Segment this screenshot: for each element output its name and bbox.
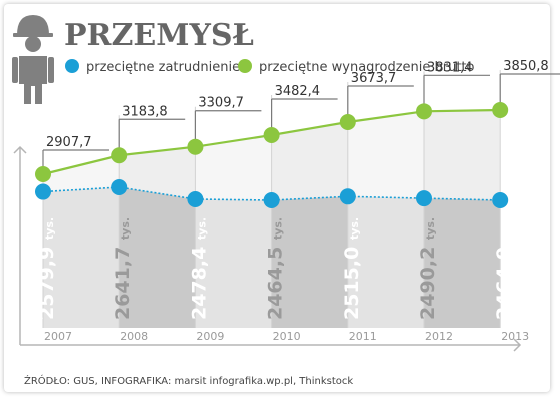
unit-label: tys. — [272, 217, 285, 240]
band-upper-2011 — [347, 111, 424, 199]
wages-point-2007 — [35, 166, 51, 182]
year-label-2011: 2011 — [349, 330, 377, 343]
wages-point-2012 — [416, 103, 432, 120]
band-lower-2010 — [271, 196, 348, 328]
wage-callout-2009: 3309,7 — [194, 96, 262, 147]
band-upper-2008 — [119, 146, 196, 199]
band-upper-2010 — [271, 122, 348, 200]
band-upper-2007 — [43, 155, 120, 192]
series-points — [35, 102, 509, 208]
axes — [13, 145, 522, 352]
employment-point-2007 — [35, 183, 51, 200]
year-bands — [42, 70, 501, 328]
year-labels: 2007 2008 2009 2010 2011 2012 2013 — [44, 330, 529, 343]
wage-value-label: 3482,4 — [275, 84, 321, 99]
wage-value-label: 3850,8 — [503, 59, 549, 74]
unit-label: tys. — [424, 217, 437, 240]
unit-label: tys. — [500, 217, 513, 240]
year-label-2012: 2012 — [425, 330, 453, 343]
unit-label: tys. — [348, 217, 361, 240]
wages-point-2013 — [492, 102, 509, 118]
y-axis-arrow — [13, 145, 27, 154]
x-axis-arrow — [513, 338, 522, 352]
employment-value-label-2008: 2641,7 tys. — [112, 217, 134, 320]
band-lower-2007 — [43, 187, 120, 328]
wage-value-label: 3673,7 — [351, 71, 397, 86]
wage-value-label: 3183,8 — [122, 104, 168, 119]
employment-value-label-2009: 2478,4 tys. — [188, 217, 210, 320]
worker-body — [19, 56, 47, 104]
band-lower-2009 — [195, 198, 272, 328]
band-upper-2009 — [195, 135, 272, 200]
legend: przeciętne zatrudnienie przeciętne wynag… — [65, 59, 475, 75]
band-upper-2012 — [424, 110, 501, 200]
page-title: PRZEMYSŁ — [64, 18, 254, 53]
year-label-2007: 2007 — [44, 330, 72, 343]
wages-point-2011 — [339, 114, 356, 131]
wages-point-2010 — [263, 127, 280, 144]
band-lower-2008 — [119, 187, 196, 328]
band-lower-2012 — [424, 198, 501, 328]
wage-callout-2010: 3482,4 — [271, 84, 338, 136]
year-label-2013: 2013 — [501, 330, 529, 343]
year-label-2009: 2009 — [196, 330, 224, 343]
employment-value-label-2012: 2490,2 tys. — [417, 217, 439, 320]
employment-value-label-2010: 2464,5 tys. — [265, 217, 287, 320]
unit-label: tys. — [195, 217, 208, 240]
legend-employment-marker — [65, 59, 79, 73]
employment-value-label-2011: 2515,0 tys. — [341, 217, 363, 320]
employment-value-label-2013: 2464,9 tys. — [493, 217, 515, 320]
wages-point-2008 — [111, 147, 128, 164]
unit-label: tys. — [43, 217, 56, 240]
wage-callout-2013: 3850,8 — [499, 59, 560, 110]
employment-value-label-2007: 2579,9 tys. — [36, 217, 58, 320]
employment-point-2012 — [416, 190, 432, 207]
wage-callout-2012: 3831,4 — [423, 60, 490, 112]
legend-employment-label: przeciętne zatrudnienie — [86, 60, 240, 75]
wage-value-label: 2907,7 — [46, 135, 92, 150]
wages-point-2009 — [187, 138, 204, 155]
legend-wages-marker — [238, 59, 252, 73]
band-lower-2011 — [347, 196, 424, 328]
worker-arm-left — [12, 57, 18, 83]
unit-label: tys. — [119, 217, 132, 240]
worker-helmet-brim — [13, 33, 53, 37]
wage-callout-2008: 3183,8 — [118, 104, 186, 156]
year-label-2008: 2008 — [120, 330, 148, 343]
employment-point-2009 — [187, 190, 204, 207]
legend-wages-label: przeciętne wynagrodzenie brutto — [259, 60, 475, 75]
employment-value-labels: 2579,9 tys. 2641,7 tys. 2478,4 tys. 2464,5 … — [36, 217, 515, 320]
worker-helmet — [17, 15, 49, 35]
employment-point-2008 — [111, 179, 128, 195]
employment-point-2010 — [263, 192, 280, 208]
worker-head — [25, 36, 41, 52]
year-label-2010: 2010 — [273, 330, 301, 343]
source-note: ŹRÓDŁO: GUS, INFOGRAFIKA: marsit infogra… — [24, 374, 353, 387]
worker-arm-right — [48, 57, 54, 83]
employment-point-2011 — [339, 188, 356, 205]
employment-point-2013 — [492, 191, 509, 208]
worker-icon — [12, 15, 54, 104]
wage-value-label: 3831,4 — [427, 60, 473, 75]
wage-value-label: 3309,7 — [198, 96, 244, 111]
